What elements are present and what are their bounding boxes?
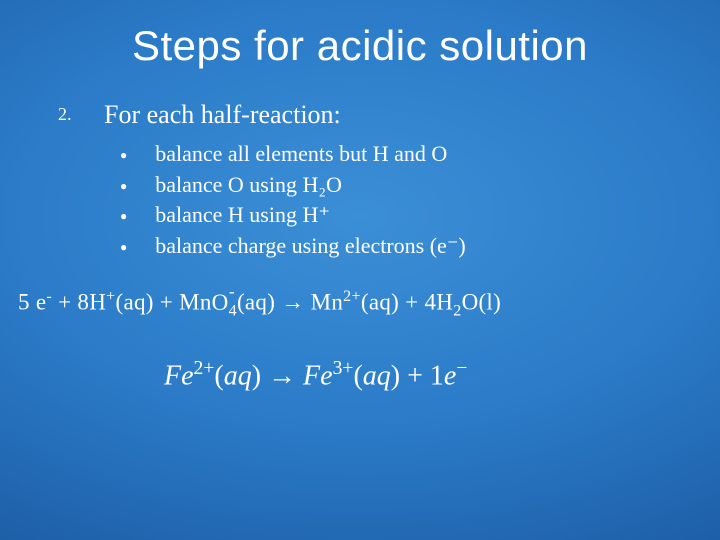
bullet-icon: ● [120, 240, 127, 256]
bullet-icon: ● [120, 148, 127, 164]
sub-list-text: balance charge using electrons (e⁻) [155, 232, 466, 261]
sub-list-text: balance H using H⁺ [155, 201, 330, 230]
list-item: 2. For each half-reaction: [58, 100, 680, 130]
sub-list-item: ● balance charge using electrons (e⁻) [120, 232, 680, 261]
equation-1: 5 e- + 8H+(aq) + MnO4-(aq) → Mn2+(aq) + … [18, 288, 501, 320]
sub-list-text: balance all elements but H and O [155, 140, 447, 169]
bullet-icon: ● [120, 179, 127, 195]
slide-title: Steps for acidic solution [0, 0, 720, 70]
list-text: For each half-reaction: [104, 100, 341, 130]
sub-list-item: ● balance H using H⁺ [120, 201, 680, 230]
slide: Steps for acidic solution 2. For each ha… [0, 0, 720, 540]
sub-list: ● balance all elements but H and O ● bal… [120, 140, 680, 260]
bullet-icon: ● [120, 209, 127, 225]
slide-content: 2. For each half-reaction: ● balance all… [0, 70, 720, 260]
equation-2: Fe2+(aq) → Fe3+(aq) + 1e− [164, 358, 467, 392]
sub-list-item: ● balance all elements but H and O [120, 140, 680, 169]
sub-list-text: balance O using H₂O [155, 171, 342, 200]
list-number: 2. [58, 100, 104, 130]
sub-list-item: ● balance O using H₂O [120, 171, 680, 200]
numbered-list: 2. For each half-reaction: [58, 100, 680, 130]
